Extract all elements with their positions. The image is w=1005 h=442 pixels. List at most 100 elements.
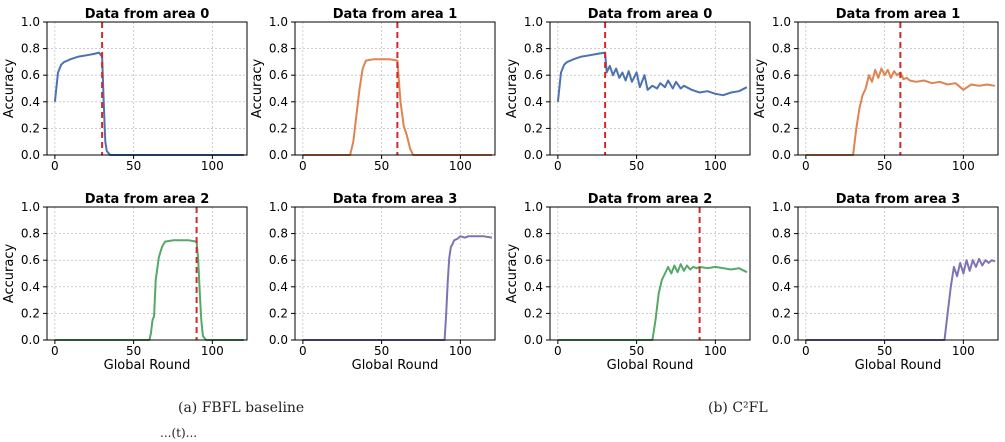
series-line bbox=[805, 67, 996, 156]
x-tick-label: 50 bbox=[877, 159, 892, 173]
y-tick-label: 0.2 bbox=[269, 306, 288, 320]
x-tick-label: 50 bbox=[374, 344, 389, 358]
x-tick-label: 100 bbox=[952, 159, 975, 173]
y-tick-label: 0.6 bbox=[21, 253, 40, 267]
y-tick-label: 0.8 bbox=[269, 227, 288, 241]
x-tick-label: 50 bbox=[126, 159, 141, 173]
series-line bbox=[557, 263, 748, 341]
chart-panel: 0.0 0.2 0.4 0.6 0.8 1.0 0 50 100 Data from area 3… bbox=[772, 192, 999, 373]
series-line bbox=[302, 235, 493, 341]
y-axis-label: Accuracy bbox=[2, 244, 17, 304]
chart-panel: 0.0 0.2 0.4 0.6 0.8 1.0 0 50 100 Data from area 2… bbox=[505, 192, 751, 373]
y-tick-label: 0.0 bbox=[269, 333, 288, 347]
chart-title: Data from area 0 bbox=[588, 7, 713, 22]
x-tick-label: 100 bbox=[952, 344, 975, 358]
plot-frame bbox=[46, 206, 248, 341]
y-tick-label: 0.4 bbox=[524, 280, 543, 294]
plot-frame bbox=[797, 206, 999, 341]
chart-title: Data from area 1 bbox=[836, 7, 961, 22]
x-tick-label: 0 bbox=[51, 344, 59, 358]
x-tick-label: 100 bbox=[201, 344, 224, 358]
y-tick-label: 0.4 bbox=[524, 95, 543, 109]
y-tick-label: 0.6 bbox=[524, 253, 543, 267]
y-tick-label: 1.0 bbox=[772, 200, 791, 214]
chart-panel: 0.0 0.2 0.4 0.6 0.8 1.0 0 50 100 Data from area 1… bbox=[753, 7, 999, 173]
y-tick-label: 0.0 bbox=[21, 148, 40, 162]
x-tick-label: 0 bbox=[554, 344, 562, 358]
x-tick-label: 100 bbox=[704, 159, 727, 173]
chart-title: Data from area 3 bbox=[333, 192, 458, 207]
y-tick-label: 1.0 bbox=[21, 15, 40, 29]
y-axis-label: Accuracy bbox=[753, 59, 768, 119]
chart-title: Data from area 0 bbox=[85, 7, 210, 22]
y-tick-label: 0.8 bbox=[269, 42, 288, 56]
y-axis-label: Accuracy bbox=[505, 244, 520, 304]
chart-panel: 0.0 0.2 0.4 0.6 0.8 1.0 0 50 100 Data from area 0… bbox=[2, 7, 248, 173]
y-tick-label: 0.2 bbox=[524, 306, 543, 320]
chart-title: Data from area 3 bbox=[836, 192, 961, 207]
y-axis-label: Accuracy bbox=[250, 59, 265, 119]
y-tick-label: 0.0 bbox=[772, 148, 791, 162]
plot-frame bbox=[294, 206, 496, 341]
x-tick-label: 100 bbox=[704, 344, 727, 358]
x-tick-label: 0 bbox=[299, 159, 307, 173]
chart-panel: 0.0 0.2 0.4 0.6 0.8 1.0 0 50 100 Data from area 0… bbox=[505, 7, 751, 173]
x-tick-label: 100 bbox=[449, 159, 472, 173]
y-tick-label: 1.0 bbox=[524, 15, 543, 29]
plot-frame bbox=[797, 21, 999, 156]
y-tick-label: 0.8 bbox=[524, 227, 543, 241]
y-tick-label: 1.0 bbox=[21, 200, 40, 214]
y-tick-label: 0.2 bbox=[772, 121, 791, 135]
y-tick-label: 1.0 bbox=[524, 200, 543, 214]
x-tick-label: 50 bbox=[629, 344, 644, 358]
series-line bbox=[805, 257, 996, 341]
x-axis-label: Global Round bbox=[607, 358, 694, 373]
y-tick-label: 0.4 bbox=[21, 95, 40, 109]
series-line bbox=[54, 239, 244, 341]
y-tick-label: 0.2 bbox=[269, 121, 288, 135]
y-tick-label: 0.0 bbox=[772, 333, 791, 347]
series-line bbox=[556, 51, 748, 102]
y-tick-label: 0.0 bbox=[524, 333, 543, 347]
y-tick-label: 0.4 bbox=[772, 95, 791, 109]
x-axis-label: Global Round bbox=[104, 358, 191, 373]
y-tick-label: 1.0 bbox=[269, 15, 288, 29]
chart-title: Data from area 1 bbox=[333, 7, 458, 22]
x-tick-label: 50 bbox=[374, 159, 389, 173]
y-tick-label: 0.2 bbox=[21, 121, 40, 135]
y-tick-label: 0.4 bbox=[21, 280, 40, 294]
y-tick-label: 0.6 bbox=[524, 68, 543, 82]
x-tick-label: 0 bbox=[51, 159, 59, 173]
y-tick-label: 0.8 bbox=[772, 42, 791, 56]
y-tick-label: 0.2 bbox=[772, 306, 791, 320]
plot-frame bbox=[549, 21, 751, 156]
plot-frame bbox=[46, 21, 248, 156]
y-tick-label: 0.4 bbox=[269, 95, 288, 109]
caption-left: (a) FBFL baseline bbox=[178, 400, 305, 416]
y-tick-label: 0.6 bbox=[21, 68, 40, 82]
x-tick-label: 0 bbox=[299, 344, 307, 358]
x-tick-label: 0 bbox=[554, 159, 562, 173]
y-axis-label: Accuracy bbox=[2, 59, 17, 119]
y-axis-label: Accuracy bbox=[505, 59, 520, 119]
caption-right: (b) C²FL bbox=[708, 400, 768, 416]
x-tick-label: 0 bbox=[802, 159, 810, 173]
plot-frame bbox=[549, 206, 751, 341]
y-tick-label: 0.0 bbox=[21, 333, 40, 347]
y-tick-label: 1.0 bbox=[772, 15, 791, 29]
y-tick-label: 1.0 bbox=[269, 200, 288, 214]
y-tick-label: 0.0 bbox=[524, 148, 543, 162]
plot-frame bbox=[294, 21, 496, 156]
y-tick-label: 0.6 bbox=[269, 68, 288, 82]
y-tick-label: 0.0 bbox=[269, 148, 288, 162]
chart-panel: 0.0 0.2 0.4 0.6 0.8 1.0 0 50 100 Data from area 2… bbox=[2, 192, 248, 373]
chart-title: Data from area 2 bbox=[85, 192, 210, 207]
y-tick-label: 0.8 bbox=[772, 227, 791, 241]
y-tick-label: 0.2 bbox=[524, 121, 543, 135]
x-tick-label: 50 bbox=[126, 344, 141, 358]
x-tick-label: 100 bbox=[201, 159, 224, 173]
y-tick-label: 0.8 bbox=[21, 227, 40, 241]
y-tick-label: 0.6 bbox=[772, 253, 791, 267]
y-tick-label: 0.6 bbox=[772, 68, 791, 82]
